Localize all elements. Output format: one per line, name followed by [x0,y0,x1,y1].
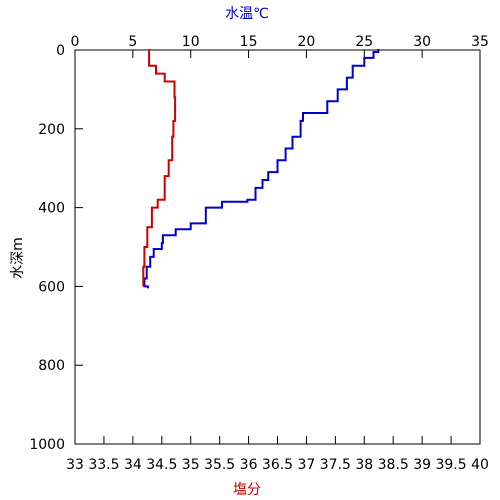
top-tick-label: 15 [240,34,258,50]
bottom-tick-label: 36.5 [262,457,293,473]
bottom-tick-label: 34.5 [146,457,177,473]
bottom-tick-label: 35 [182,457,200,473]
bottom-tick-label: 37.5 [320,457,351,473]
left-tick-label: 200 [38,122,65,138]
top-tick-label: 20 [298,34,316,50]
bottom-tick-label: 38 [355,457,373,473]
top-axis-ticks: 0 5 10 15 20 25 30 35 [71,34,489,58]
left-tick-label: 0 [56,43,65,59]
left-axis-title: 水深m [10,237,26,279]
top-tick-label: 0 [71,34,80,50]
bottom-tick-label: 36 [240,457,258,473]
bottom-tick-label: 40 [471,457,489,473]
water-temperature-line [143,49,380,289]
top-tick-label: 25 [355,34,373,50]
bottom-axis-ticks: 33 33.5 34 34.5 35 35.5 36 36.5 37 37.5 38 38.5 39 39… [66,436,489,473]
plot-frame [74,49,481,445]
top-axis-title: 水温℃ [225,6,269,22]
bottom-tick-label: 39 [413,457,431,473]
bottom-tick-label: 33.5 [88,457,119,473]
top-tick-label: 5 [128,34,137,50]
left-tick-label: 600 [38,279,65,295]
left-tick-label: 800 [38,358,65,374]
bottom-tick-label: 34 [124,457,142,473]
left-tick-label: 1000 [29,437,65,453]
top-tick-label: 35 [471,34,489,50]
bottom-tick-label: 33 [66,457,84,473]
bottom-tick-label: 38.5 [378,457,409,473]
series-layer [142,49,380,289]
top-tick-label: 30 [413,34,431,50]
left-axis-ticks: 0 200 400 600 800 1000 [29,43,83,453]
left-tick-label: 400 [38,201,65,217]
bottom-axis-title: 塩分 [233,482,261,498]
plot-frame-group [74,49,481,445]
salinity-line [142,49,177,287]
bottom-tick-label: 37 [298,457,316,473]
bottom-tick-label: 35.5 [204,457,235,473]
top-tick-label: 10 [182,34,200,50]
bottom-tick-label: 39.5 [435,457,466,473]
